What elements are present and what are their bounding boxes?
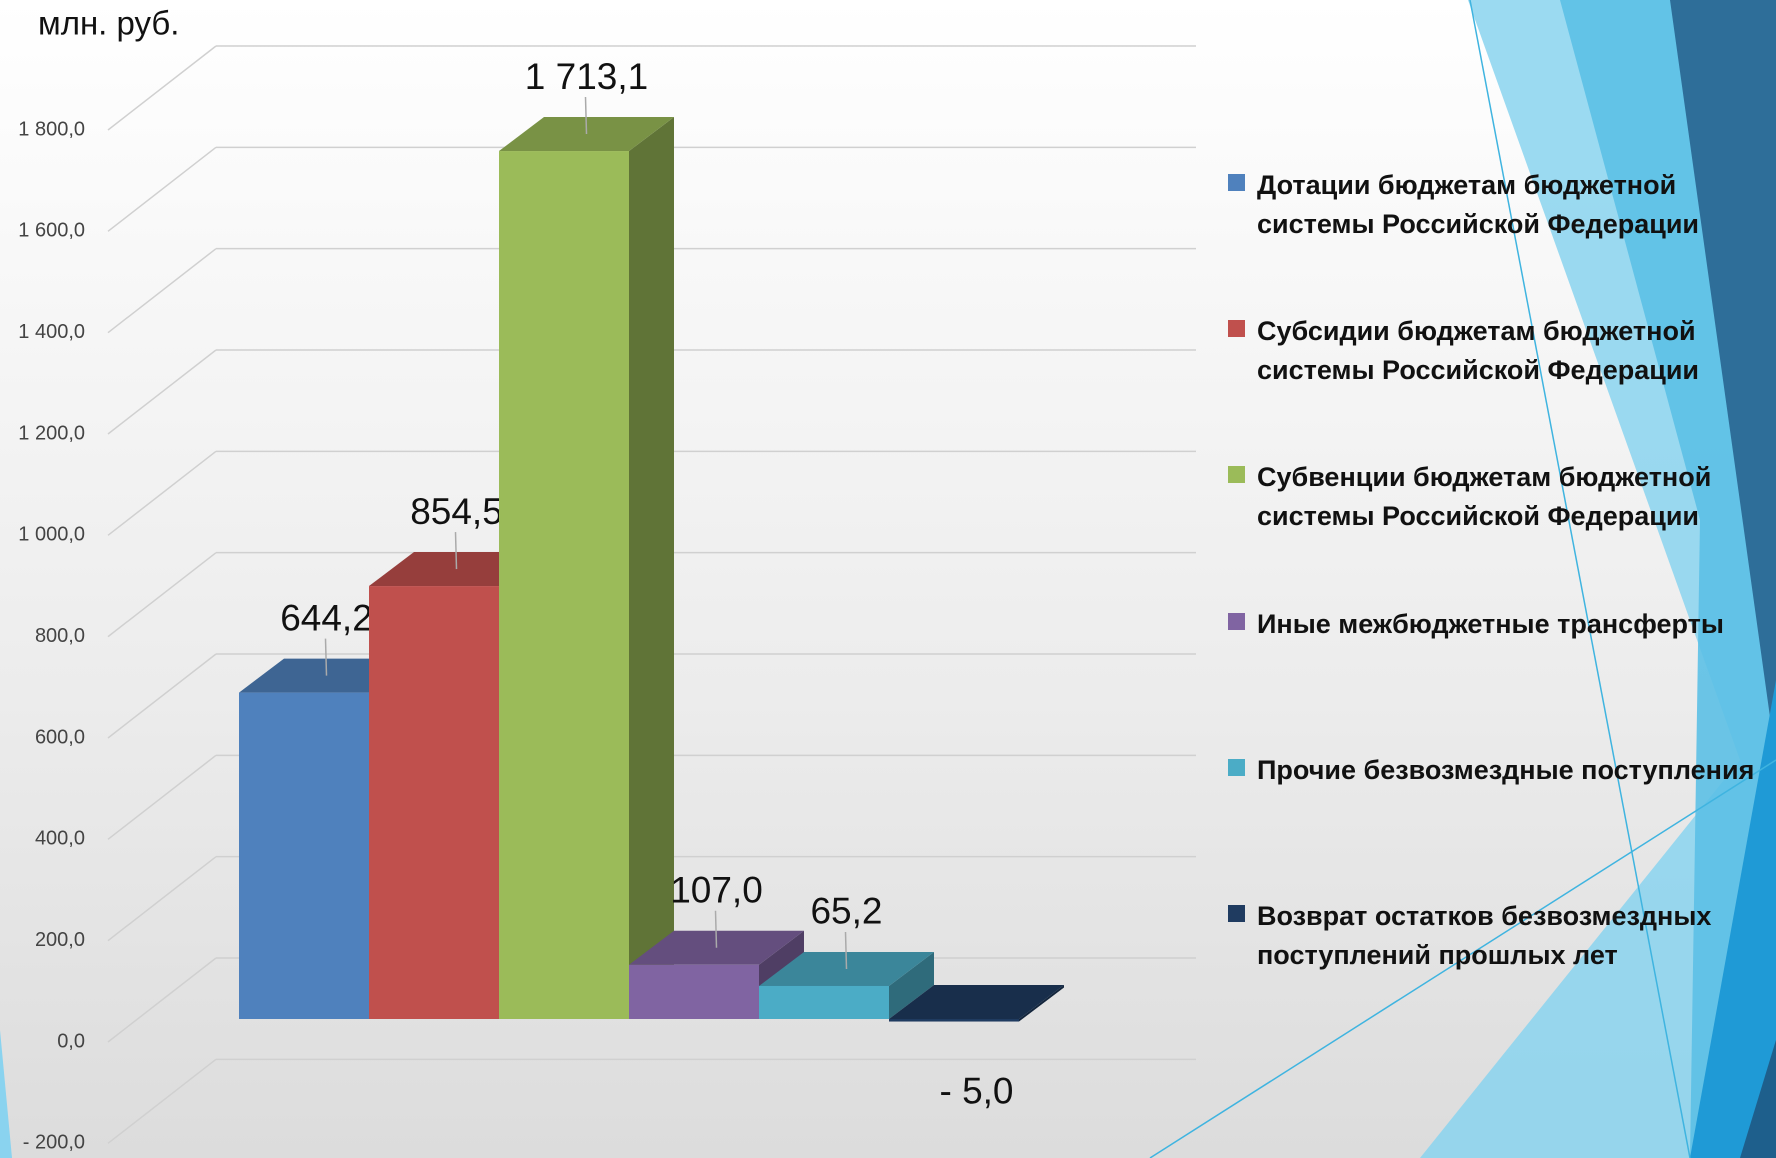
grid-line-side (107, 1058, 217, 1144)
y-tick-label: 1 200,0 (18, 422, 85, 444)
grid-line-side (107, 754, 217, 840)
leader-line (324, 638, 328, 676)
grid-line-side (107, 653, 217, 739)
y-tick-label: 400,0 (35, 828, 85, 850)
legend-swatch (1228, 905, 1245, 922)
grid-line-side (107, 552, 217, 638)
legend-item: Возврат остатков безвозмездных поступлен… (1228, 897, 1762, 975)
bar-top (889, 985, 1064, 1019)
legend-swatch (1228, 466, 1245, 483)
grid-line-side (107, 248, 217, 334)
y-tick-label: - 200,0 (23, 1132, 85, 1154)
bar (889, 1019, 1019, 1022)
leader-line (714, 910, 718, 948)
grid-line-side (107, 957, 217, 1043)
legend-swatch (1228, 759, 1245, 776)
data-label: 644,2 (280, 597, 373, 638)
data-label: - 5,0 (939, 1070, 1013, 1111)
data-label: 1 713,1 (525, 56, 648, 97)
legend-item: Дотации бюджетам бюджетной системы Росси… (1228, 166, 1762, 244)
y-tick-label: 1 000,0 (18, 524, 85, 546)
y-tick-label: 600,0 (35, 726, 85, 748)
y-tick-label: 800,0 (35, 625, 85, 647)
y-axis-label: млн. руб. (38, 5, 179, 42)
data-label: 107,0 (670, 870, 763, 911)
y-tick-label: 200,0 (35, 929, 85, 951)
data-label: 854,5 (410, 491, 503, 532)
y-tick-label: 0,0 (57, 1030, 85, 1052)
grid-line-side (107, 146, 217, 232)
legend-swatch (1228, 320, 1245, 337)
bar (499, 151, 629, 1020)
bar-side (889, 951, 934, 1019)
y-tick-label: 1 800,0 (18, 118, 85, 140)
data-label: 65,2 (810, 891, 882, 932)
bars: 644,2 854,5 1 713,1 107,0 65,2 - 5,0 (239, 56, 1064, 1111)
y-tick-label: 1 400,0 (18, 321, 85, 343)
legend-swatch (1228, 613, 1245, 630)
legend-label: Субсидии бюджетам бюджетной системы Росс… (1257, 316, 1700, 385)
bar (759, 985, 889, 1019)
leader-line (584, 97, 588, 135)
grid-line-side (107, 45, 217, 131)
legend-swatch (1228, 174, 1245, 191)
bar-side (1019, 985, 1064, 1022)
legend-label: Субвенции бюджетам бюджетной системы Рос… (1257, 462, 1712, 531)
grid-line-side (107, 349, 217, 435)
bar-side (629, 117, 674, 1019)
legend-item: Субвенции бюджетам бюджетной системы Рос… (1228, 458, 1762, 536)
bar (369, 586, 499, 1019)
legend-label: Прочие безвозмездные поступления (1257, 755, 1755, 785)
y-tick-label: 1 600,0 (18, 220, 85, 242)
leader-line (844, 931, 848, 969)
legend-item: Субсидии бюджетам бюджетной системы Росс… (1228, 312, 1762, 390)
legend-label: Иные межбюджетные трансферты (1257, 609, 1724, 639)
grid-line-side (107, 450, 217, 536)
legend-item: Иные межбюджетные трансферты (1228, 605, 1762, 644)
leader-line (454, 532, 458, 570)
legend-label: Возврат остатков безвозмездных поступлен… (1257, 901, 1712, 970)
grid-line-side (107, 856, 217, 942)
legend-label: Дотации бюджетам бюджетной системы Росси… (1257, 170, 1700, 239)
legend-item: Прочие безвозмездные поступления (1228, 751, 1762, 790)
bar (239, 692, 369, 1019)
bar (629, 964, 759, 1019)
